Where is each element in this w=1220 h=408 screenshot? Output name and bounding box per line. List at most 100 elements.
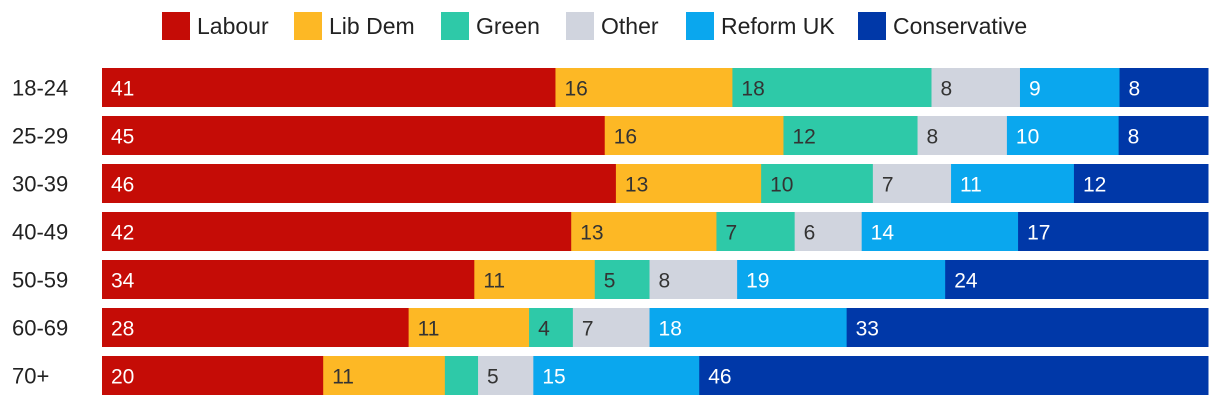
- legend-item-reform-uk: Reform UK: [686, 12, 835, 40]
- legend-swatch-reform-uk: [686, 12, 714, 40]
- data-label-other: 7: [882, 174, 894, 197]
- category-axis: 18-24 25-29 30-39 40-49 50-59 60-69 70+: [12, 76, 68, 389]
- data-label-conservative: 8: [1128, 126, 1140, 149]
- bar-segment-labour: [102, 308, 410, 347]
- data-label-reform-uk: 9: [1029, 78, 1041, 101]
- category-label: 30-39: [12, 172, 68, 197]
- bar-row-18-24: 41 16 18 8 9 8: [102, 68, 1209, 107]
- bar-segment-labour: [102, 68, 556, 107]
- bar-segment-other: [649, 260, 738, 299]
- bar-segment-other: [478, 356, 534, 395]
- bar-segment-conservative: [846, 308, 1209, 347]
- legend-swatch-conservative: [858, 12, 886, 40]
- data-label-other: 8: [941, 78, 953, 101]
- bar-segment-lib-dem: [571, 212, 717, 251]
- data-label-labour: 46: [111, 174, 134, 197]
- bar-segment-lib-dem: [555, 68, 733, 107]
- bar-row-30-39: 46 13 10 7 11 12: [102, 164, 1209, 203]
- data-label-green: 18: [741, 78, 764, 101]
- legend-item-labour: Labour: [162, 12, 269, 40]
- bar-segment-reform-uk: [951, 164, 1075, 203]
- data-label-reform-uk: 11: [960, 174, 982, 197]
- data-label-conservative: 24: [954, 270, 978, 293]
- bar-segment-lib-dem: [615, 164, 762, 203]
- legend-swatch-lib-dem: [294, 12, 322, 40]
- bar-segment-reform-uk: [861, 212, 1019, 251]
- data-label-labour: 34: [111, 270, 135, 293]
- bar-segment-lib-dem: [323, 356, 446, 395]
- data-label-other: 5: [487, 366, 499, 389]
- data-label-reform-uk: 10: [1016, 126, 1039, 149]
- category-label: 25-29: [12, 124, 68, 149]
- bar-segment-green: [716, 212, 796, 251]
- category-label: 40-49: [12, 220, 68, 245]
- bar-segment-reform-uk: [649, 308, 848, 347]
- category-label: 18-24: [12, 76, 68, 101]
- bar-row-70: 20 11 5 15 46: [102, 356, 1209, 395]
- legend-label-green: Green: [476, 13, 540, 39]
- bar-segment-conservative: [945, 260, 1209, 299]
- bar-segment-green: [783, 116, 919, 155]
- bar-segment-other: [917, 116, 1008, 155]
- data-label-labour: 41: [111, 78, 134, 101]
- data-label-reform-uk: 19: [746, 270, 769, 293]
- data-label-conservative: 46: [708, 366, 731, 389]
- data-label-conservative: 33: [856, 318, 879, 341]
- bar-row-40-49: 42 13 7 6 14 17: [102, 212, 1209, 251]
- bar-segment-conservative: [1118, 116, 1209, 155]
- bar-row-60-69: 28 11 4 7 18 33: [102, 308, 1209, 347]
- category-label: 50-59: [12, 268, 68, 293]
- data-label-other: 7: [582, 318, 594, 341]
- bar-segment-other: [794, 212, 863, 251]
- data-label-lib-dem: 16: [614, 126, 637, 149]
- legend-item-conservative: Conservative: [858, 12, 1027, 40]
- data-label-green: 4: [538, 318, 550, 341]
- bar-segment-reform-uk: [1006, 116, 1120, 155]
- data-label-reform-uk: 18: [659, 318, 682, 341]
- bar-segment-labour: [102, 356, 324, 395]
- data-label-green: 10: [770, 174, 793, 197]
- bar-segment-green: [529, 308, 574, 347]
- legend-label-labour: Labour: [197, 13, 269, 39]
- data-label-green: 7: [725, 222, 737, 245]
- bar-row-50-59: 34 11 5 8 19 24: [102, 260, 1209, 299]
- data-label-other: 6: [804, 222, 816, 245]
- data-label-conservative: 8: [1129, 78, 1141, 101]
- bar-segment-reform-uk: [1019, 68, 1121, 107]
- data-label-conservative: 17: [1027, 222, 1050, 245]
- bar-segment-green: [732, 68, 932, 107]
- data-label-lib-dem: 11: [483, 270, 505, 293]
- bar-segment-other: [572, 308, 651, 347]
- bar-segment-labour: [102, 164, 617, 203]
- bar-segment-lib-dem: [408, 308, 530, 347]
- data-label-reform-uk: 14: [871, 222, 895, 245]
- bar-segment-conservative: [1018, 212, 1209, 251]
- legend-label-other: Other: [601, 13, 659, 39]
- data-label-labour: 28: [111, 318, 134, 341]
- bar-segment-other: [931, 68, 1021, 107]
- data-label-lib-dem: 13: [625, 174, 648, 197]
- legend-swatch-green: [441, 12, 469, 40]
- bar-segment-reform-uk: [533, 356, 700, 395]
- bar-segment-lib-dem: [604, 116, 784, 155]
- data-label-lib-dem: 11: [332, 366, 354, 389]
- data-label-lib-dem: 11: [418, 318, 440, 341]
- data-label-lib-dem: 13: [580, 222, 603, 245]
- bar-segment-conservative: [699, 356, 1209, 395]
- bar-segment-conservative: [1073, 164, 1209, 203]
- legend-item-green: Green: [441, 12, 540, 40]
- bar-segment-reform-uk: [737, 260, 946, 299]
- data-label-other: 8: [927, 126, 939, 149]
- legend-label-lib-dem: Lib Dem: [329, 13, 415, 39]
- legend-label-conservative: Conservative: [893, 13, 1027, 39]
- bar-segment-lib-dem: [474, 260, 596, 299]
- legend: Labour Lib Dem Green Other Reform UK Conserva…: [162, 12, 1027, 40]
- bar-segment-other: [872, 164, 952, 203]
- legend-item-other: Other: [566, 12, 659, 40]
- data-label-green: 5: [604, 270, 616, 293]
- category-label: 60-69: [12, 316, 68, 341]
- bar-segment-green: [594, 260, 651, 299]
- bar-segment-conservative: [1119, 68, 1209, 107]
